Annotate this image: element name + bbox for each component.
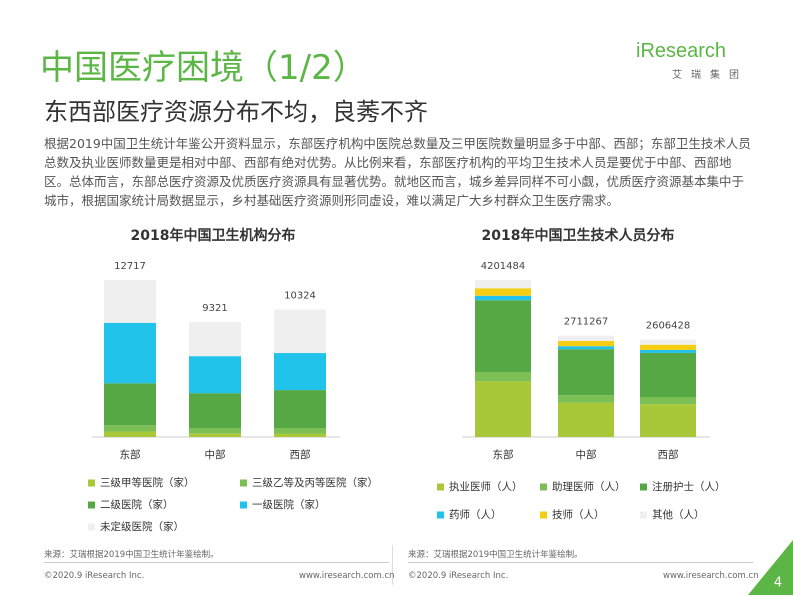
corner-decoration (748, 540, 793, 595)
chart-title: 2018年中国卫生机构分布 (131, 227, 296, 244)
legend-label: 二级医院（家） (100, 498, 174, 511)
legend-swatch (88, 501, 95, 509)
legend-swatch (240, 479, 247, 487)
bar-segment (640, 352, 696, 398)
legend-swatch (640, 511, 647, 519)
legend-label: 技师（人） (552, 508, 605, 521)
legend-swatch (540, 483, 547, 491)
legend-label: 一级医院（家） (252, 498, 326, 511)
bar-segment (104, 383, 156, 426)
copyright: ©2020.9 iResearch Inc. (44, 571, 145, 581)
legend-label: 药师（人） (449, 508, 502, 521)
total-label: 12717 (114, 261, 146, 272)
bar-segment (274, 390, 326, 429)
page-number: 4 (774, 576, 782, 591)
url: www.iresearch.com.cn (663, 571, 759, 581)
chart-title: 2018年中国卫生技术人员分布 (482, 227, 675, 244)
bar-segment (274, 428, 326, 434)
bar-segment (104, 431, 156, 437)
legend-label: 未定级医院（家） (100, 520, 184, 533)
rule (408, 562, 753, 563)
slide-title: 中国医疗困境（1/2） (40, 48, 367, 88)
x-tick-label: 中部 (576, 448, 597, 461)
bar-segment (274, 433, 326, 437)
bar-segment (475, 280, 531, 289)
bar-segment (104, 322, 156, 384)
legend-label: 三级乙等及丙等医院（家） (252, 476, 378, 489)
x-tick-label: 西部 (658, 448, 679, 461)
bar-segment (640, 339, 696, 345)
bar-segment (104, 425, 156, 432)
x-tick-label: 中部 (205, 448, 226, 461)
total-label: 10324 (284, 291, 316, 302)
total-label: 4201484 (481, 261, 526, 272)
bar-segment (558, 402, 614, 437)
source: 来源：艾瑞根据2019中国卫生统计年鉴绘制。 (44, 550, 219, 560)
bar-segment (558, 335, 614, 341)
source: 来源：艾瑞根据2019中国卫生统计年鉴绘制。 (408, 550, 583, 560)
bar-segment (274, 309, 326, 354)
legend-swatch (88, 523, 95, 531)
logo: iResearch (636, 40, 727, 62)
bar-segment (640, 349, 696, 353)
legend-swatch (88, 479, 95, 487)
rule (44, 562, 389, 563)
legend-label: 三级甲等医院（家） (100, 476, 195, 489)
legend-swatch (540, 511, 547, 519)
bar-segment (558, 340, 614, 347)
total-label: 2711267 (564, 317, 609, 328)
paragraph: 根据2019中国卫生统计年鉴公开资料显示，东部医疗机构中医院总数量及三甲医院数量… (44, 136, 751, 208)
total-label: 2606428 (646, 321, 691, 332)
x-tick-label: 东部 (493, 448, 514, 461)
bar-segment (189, 321, 241, 357)
logo-subtitle: 艾瑞集团 (672, 70, 748, 81)
bar-segment (475, 295, 531, 301)
divider (392, 545, 393, 585)
total-label: 9321 (202, 303, 227, 314)
bar-segment (475, 300, 531, 372)
bar-segment (558, 395, 614, 403)
legend-swatch (437, 511, 444, 519)
slide-subtitle: 东西部医疗资源分布不均，良莠不齐 (44, 98, 428, 126)
bar-segment (558, 346, 614, 350)
bar-segment (640, 404, 696, 437)
bar-segment (640, 344, 696, 350)
bar-segment (189, 356, 241, 394)
legend-swatch (240, 501, 247, 509)
bar-segment (104, 280, 156, 323)
legend-label: 注册护士（人） (652, 480, 726, 493)
legend-label: 助理医师（人） (552, 480, 626, 493)
legend-label: 其他（人） (652, 508, 705, 521)
bar-segment (558, 349, 614, 396)
legend-swatch (437, 483, 444, 491)
bar-segment (274, 353, 326, 391)
bar-segment (475, 371, 531, 382)
bar-segment (189, 428, 241, 434)
x-tick-label: 西部 (290, 448, 311, 461)
bar-segment (189, 393, 241, 429)
copyright: ©2020.9 iResearch Inc. (408, 571, 509, 581)
bar-segment (640, 397, 696, 405)
url: www.iresearch.com.cn (299, 571, 395, 581)
legend-label: 执业医师（人） (449, 480, 523, 493)
legend-swatch (640, 483, 647, 491)
bar-segment (475, 381, 531, 437)
bar-segment (475, 288, 531, 296)
bar-segment (189, 433, 241, 437)
x-tick-label: 东部 (120, 448, 141, 461)
